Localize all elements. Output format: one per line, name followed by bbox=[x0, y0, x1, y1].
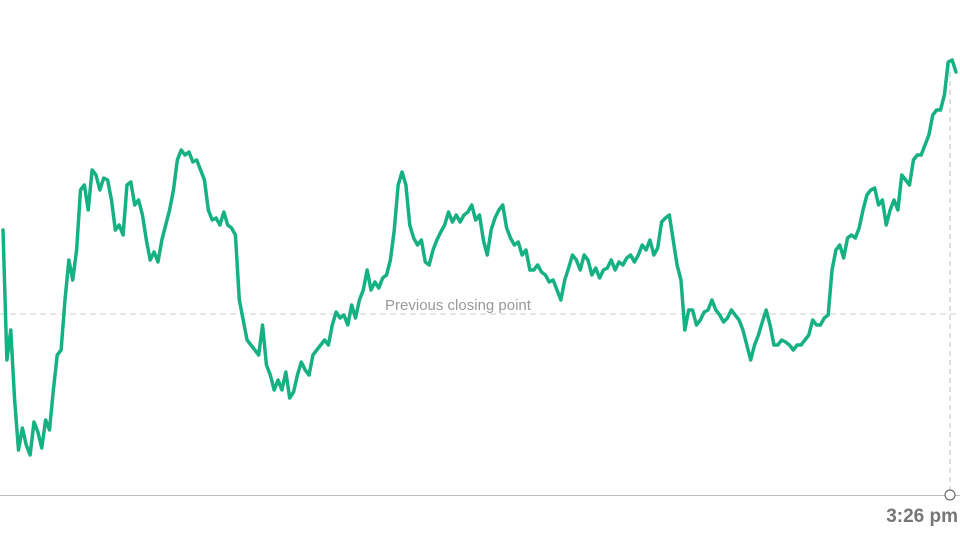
time-label: 3:26 pm bbox=[886, 506, 958, 527]
previous-close-label: Previous closing point bbox=[385, 297, 532, 314]
price-line bbox=[1, 58, 958, 457]
time-marker bbox=[944, 489, 956, 501]
